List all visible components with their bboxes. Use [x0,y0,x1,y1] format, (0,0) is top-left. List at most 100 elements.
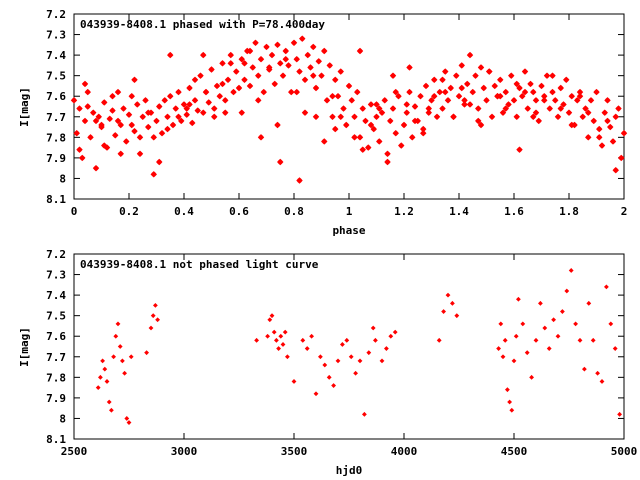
data-point [269,313,275,319]
data-point [560,101,567,108]
data-point [131,127,138,135]
data-point [601,109,608,116]
data-point [233,68,240,75]
unphased-x-axis-label: hjd0 [336,464,363,477]
data-point [120,105,127,112]
data-point [604,117,611,125]
data-point [158,130,166,137]
data-point [557,105,564,112]
data-point [186,84,193,92]
data-point [593,88,600,96]
data-point [599,379,605,384]
data-point [472,72,479,79]
data-point [450,113,457,120]
data-point [90,109,97,116]
data-point [131,76,138,83]
data-point [549,88,556,96]
data-point [277,158,284,166]
data-point [367,121,375,129]
data-point [502,337,508,343]
data-point [596,125,603,133]
data-point [398,142,405,149]
data-point [441,309,446,314]
x-tick-label: 1.4 [449,205,469,218]
data-point [499,109,507,116]
data-point [246,47,254,55]
data-point [238,109,245,116]
data-point [392,88,399,96]
data-point [301,109,309,116]
data-point [502,88,509,96]
data-point [285,354,290,360]
data-point [362,117,369,125]
data-point [183,105,190,112]
data-point [370,125,377,133]
data-point [260,88,267,96]
data-point [411,117,419,125]
data-point [496,346,501,351]
y-tick-label: 7.3 [46,29,66,42]
data-point [329,93,336,100]
data-point [257,134,265,141]
data-point [513,80,520,88]
data-point [367,101,375,108]
x-tick-label: 4000 [391,445,418,458]
data-point [343,121,350,129]
data-point [216,93,223,100]
data-point [136,134,144,141]
data-point [95,113,102,120]
data-point [431,93,438,100]
data-point [340,105,347,112]
data-point [104,379,110,384]
data-point [400,121,408,129]
data-point [332,76,339,83]
y-tick-label: 7.8 [46,371,66,384]
data-point [98,121,105,129]
x-tick-label: 2500 [61,445,88,458]
data-point [568,121,575,129]
data-point [322,362,328,368]
data-point [271,329,277,335]
data-point [582,366,587,372]
y-tick-label: 8 [59,172,66,185]
data-point [150,171,157,178]
x-tick-label: 0.8 [284,205,304,218]
data-point [81,80,89,88]
x-tick-label: 0.4 [174,205,194,218]
data-point [442,68,449,75]
y-tick-label: 7.2 [46,8,66,21]
data-point [543,72,551,79]
data-point [541,97,548,104]
data-point [376,105,383,112]
y-tick-label: 7.5 [46,310,66,323]
data-point [313,391,319,397]
data-point [351,134,358,141]
data-point [139,113,146,120]
data-point [161,97,168,104]
data-point [560,309,565,314]
data-point [551,317,556,323]
data-point [263,43,270,51]
data-point [117,344,123,349]
data-point [477,64,485,71]
data-point [428,97,435,104]
data-point [312,113,320,120]
data-point [222,97,229,104]
data-point [450,300,455,306]
data-point [167,93,174,100]
data-point [620,130,628,137]
data-point [392,329,398,335]
phased-plot-title: 043939-8408.1 phased with P=78.400day [80,18,325,31]
data-point [549,72,556,79]
data-point [604,97,611,104]
data-point [615,105,622,112]
data-point [323,97,331,104]
data-point [498,321,504,327]
data-point [219,80,226,88]
data-point [335,358,341,364]
data-point [586,300,592,306]
data-point [95,385,101,391]
data-point [392,130,399,137]
data-point [574,97,581,104]
data-point [530,88,537,96]
